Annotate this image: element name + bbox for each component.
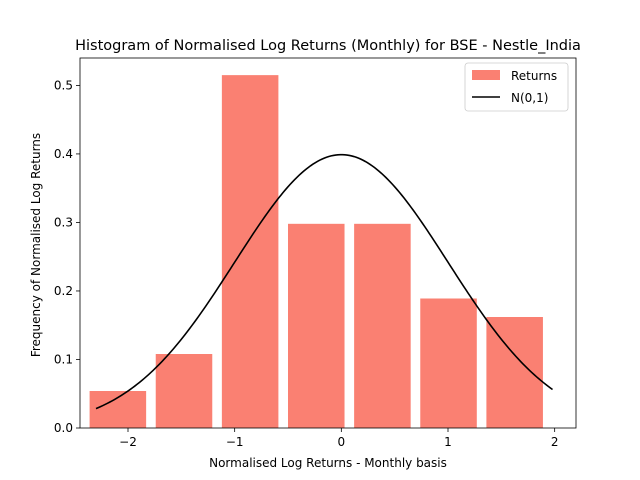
legend-swatch-returns: [472, 70, 500, 80]
histogram-bar: [288, 223, 345, 428]
x-tick-label: −1: [226, 435, 244, 449]
axis-ticks: −2 −1 0 1 2 0.0 0.1 0.2 0.3 0.4 0.5: [54, 78, 559, 449]
y-tick-label: 0.2: [54, 284, 73, 298]
y-tick-label: 0.1: [54, 352, 73, 366]
plot-area: −2 −1 0 1 2 0.0 0.1 0.2 0.3 0.4 0.5: [54, 57, 577, 449]
y-axis-label: Frequency of Normalised Log Returns: [29, 133, 43, 357]
histogram-bar: [420, 298, 477, 428]
y-tick-label: 0.4: [54, 147, 73, 161]
chart-title: Histogram of Normalised Log Returns (Mon…: [75, 38, 581, 54]
plot-frame: [79, 57, 577, 429]
normal-curve-line: [95, 153, 553, 410]
y-tick-label: 0.3: [54, 215, 73, 229]
bars-group: [89, 75, 543, 428]
x-axis-label: Normalised Log Returns - Monthly basis: [209, 456, 447, 470]
histogram-bar: [354, 223, 411, 428]
x-tick-label: 0: [338, 435, 346, 449]
x-tick-label: 2: [551, 435, 559, 449]
histogram-bar: [221, 75, 279, 428]
x-tick-label: 1: [444, 435, 452, 449]
legend-label-returns: Returns: [511, 69, 557, 83]
legend-label-normal: N(0,1): [511, 91, 548, 105]
x-tick-label: −2: [119, 435, 137, 449]
legend: Returns N(0,1): [464, 62, 569, 112]
histogram-bar: [155, 354, 213, 428]
histogram-bar: [486, 317, 543, 428]
histogram-bar: [89, 391, 147, 428]
y-tick-label: 0.0: [54, 421, 73, 435]
y-tick-label: 0.5: [54, 78, 73, 92]
